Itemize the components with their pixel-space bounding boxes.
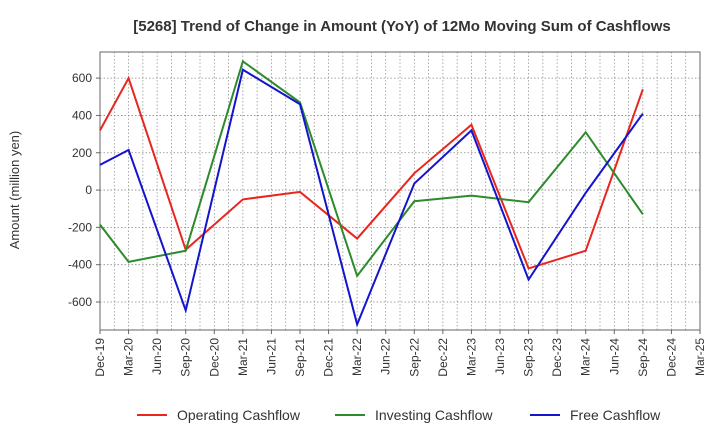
x-tick-label: Sep-24 xyxy=(636,338,650,377)
y-ticks: -600 -400 -200 0 200 400 600 xyxy=(68,71,100,309)
x-tick-label: Jun-24 xyxy=(607,338,621,375)
x-tick-label: Dec-24 xyxy=(664,338,678,377)
legend-label: Investing Cashflow xyxy=(375,407,493,423)
y-tick-label: 200 xyxy=(72,146,92,160)
x-tick-label: Jun-20 xyxy=(150,338,164,375)
x-tick-label: Sep-22 xyxy=(407,338,421,377)
x-tick-label: Mar-25 xyxy=(693,338,707,376)
legend: Operating Cashflow Investing Cashflow Free… xyxy=(137,407,661,423)
x-tick-label: Jun-22 xyxy=(379,338,393,375)
x-tick-label: Mar-21 xyxy=(236,338,250,376)
y-tick-label: -200 xyxy=(68,220,92,234)
chart-title: [5268] Trend of Change in Amount (YoY) o… xyxy=(133,18,671,35)
x-tick-label: Dec-20 xyxy=(207,338,221,377)
y-tick-label: -400 xyxy=(68,258,92,272)
x-tick-label: Jun-21 xyxy=(264,338,278,375)
grid xyxy=(99,52,701,330)
series-line-3 xyxy=(99,68,644,328)
y-tick-label: 0 xyxy=(85,183,92,197)
x-tick-label: Sep-21 xyxy=(293,338,307,377)
x-tick-label: Dec-19 xyxy=(93,338,107,377)
x-tick-label: Mar-24 xyxy=(579,338,593,376)
y-axis-label: Amount (million yen) xyxy=(7,131,22,250)
x-tick-label: Mar-22 xyxy=(350,338,364,376)
y-tick-label: 400 xyxy=(72,108,92,122)
legend-label: Free Cashflow xyxy=(570,407,661,423)
x-tick-label: Dec-23 xyxy=(550,338,564,377)
legend-label: Operating Cashflow xyxy=(177,407,301,423)
x-tick-label: Sep-23 xyxy=(522,338,536,377)
y-tick-label: 600 xyxy=(72,71,92,85)
x-tick-label: Jun-23 xyxy=(493,338,507,375)
x-tick-label: Dec-21 xyxy=(322,338,336,377)
x-tick-label: Mar-23 xyxy=(464,338,478,376)
x-tick-label: Dec-22 xyxy=(436,338,450,377)
x-tick-label: Mar-20 xyxy=(122,338,136,376)
y-tick-label: -600 xyxy=(68,295,92,309)
series xyxy=(99,59,644,328)
x-tick-label: Sep-20 xyxy=(179,338,193,377)
x-ticks: Dec-19 Mar-20 Jun-20 Sep-20 Dec-20 Mar-21 Jun-… xyxy=(93,330,707,377)
series-line-1 xyxy=(99,75,644,270)
plot-area xyxy=(99,51,701,331)
